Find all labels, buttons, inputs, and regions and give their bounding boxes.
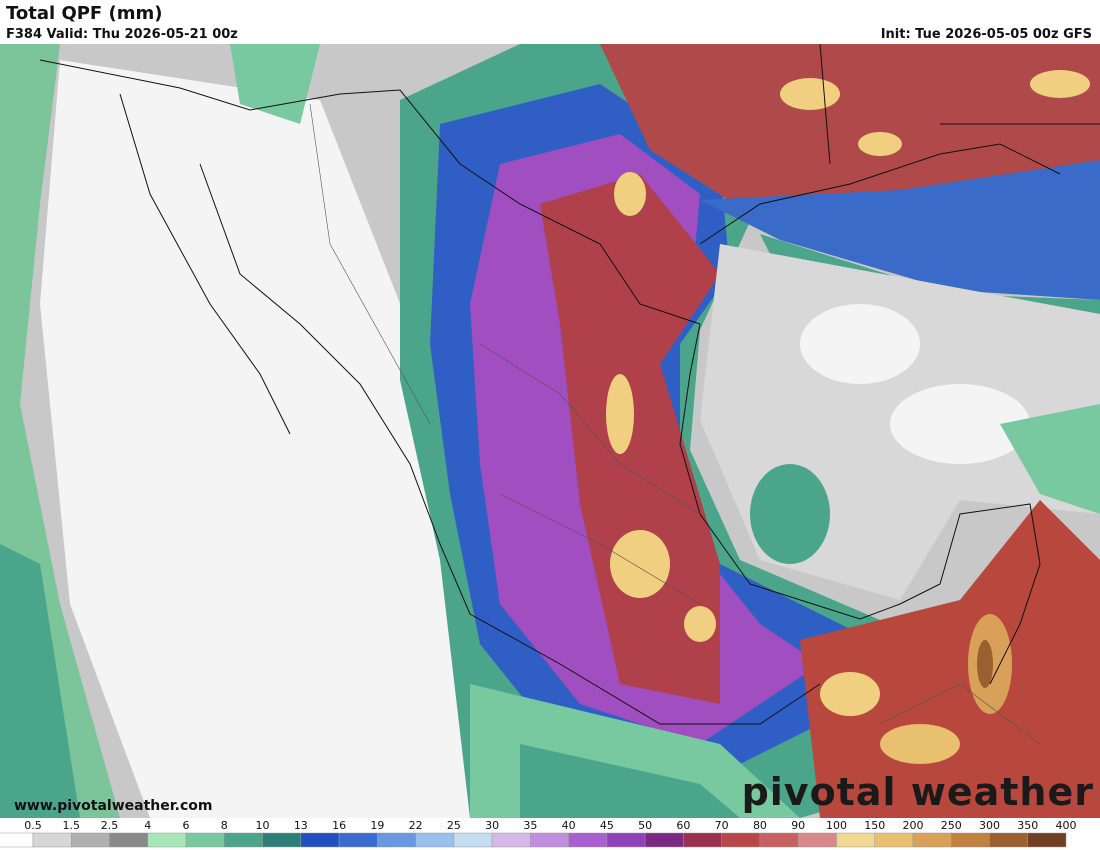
colorbar-label: 350 — [1017, 819, 1038, 832]
valid-time: F384 Valid: Thu 2026-05-21 00z — [6, 27, 238, 42]
colorbar-swatch — [0, 832, 34, 848]
colorbar-label: 30 — [485, 819, 499, 832]
colorbar-swatch — [530, 832, 569, 848]
colorbar-swatch — [950, 832, 990, 848]
colorbar-swatch — [491, 832, 531, 848]
colorbar-label: 50 — [638, 819, 652, 832]
colorbar-label: 2.5 — [101, 819, 119, 832]
colorbar-label: 13 — [294, 819, 308, 832]
colorbar-swatch — [836, 832, 875, 848]
colorbar-swatch — [644, 832, 684, 848]
site-url: www.pivotalweather.com — [14, 798, 213, 814]
colorbar-label: 80 — [753, 819, 767, 832]
colorbar-label: 25 — [447, 819, 461, 832]
colorbar-swatch — [683, 832, 722, 848]
colorbar-label: 22 — [409, 819, 423, 832]
colorbar-swatch — [759, 832, 799, 848]
colorbar-label: 60 — [676, 819, 690, 832]
colorbar-label: 150 — [864, 819, 885, 832]
map — [0, 44, 1100, 818]
colorbar-swatch — [109, 832, 149, 848]
colorbar-label: 250 — [941, 819, 962, 832]
colorbar-swatch — [262, 832, 302, 848]
colorbar-label: 70 — [715, 819, 729, 832]
colorbar-label: 8 — [221, 819, 228, 832]
colorbar-label: 1.5 — [63, 819, 81, 832]
colorbar-label: 0.5 — [24, 819, 42, 832]
colorbar-swatch — [606, 832, 646, 848]
colorbar-swatch — [415, 832, 455, 848]
colorbar-swatch — [32, 832, 72, 848]
colorbar-swatch — [147, 832, 187, 848]
colorbar-label: 300 — [979, 819, 1000, 832]
colorbar-label: 200 — [902, 819, 923, 832]
colorbar-label: 400 — [1056, 819, 1077, 832]
colorbar-label: 90 — [791, 819, 805, 832]
colorbar-label: 4 — [144, 819, 151, 832]
colorbar-swatch — [185, 832, 225, 848]
colorbar-swatch — [568, 832, 608, 848]
colorbar-label: 10 — [256, 819, 270, 832]
colorbar-label: 45 — [600, 819, 614, 832]
colorbar-swatch — [71, 832, 110, 848]
colorbar-label: 100 — [826, 819, 847, 832]
colorbar-label: 35 — [523, 819, 537, 832]
colorbar-label: 6 — [183, 819, 190, 832]
colorbar-swatch — [797, 832, 837, 848]
colorbar-label: 19 — [370, 819, 384, 832]
title: Total QPF (mm) — [6, 3, 163, 24]
colorbar-label: 16 — [332, 819, 346, 832]
colorbar-swatch — [377, 832, 416, 848]
colorbar-swatch — [300, 832, 340, 848]
colorbar-swatch — [453, 832, 493, 848]
init-time: Init: Tue 2026-05-05 00z GFS — [880, 27, 1092, 42]
colorbar-swatch — [874, 832, 914, 848]
colorbar-swatch — [721, 832, 761, 848]
colorbar-swatch — [224, 832, 263, 848]
colorbar-swatch — [338, 832, 378, 848]
colorbar-swatch — [912, 832, 952, 848]
brand: pivotal weather — [741, 770, 1094, 814]
colorbar-label: 40 — [562, 819, 576, 832]
colorbar: 0.5 1.5 2.5 4 6 8 10 13 16 19 22 25 30 35 40 45 50 60 70 80… — [0, 818, 1100, 850]
colorbar-swatch — [1027, 832, 1067, 848]
colorbar-swatch — [989, 832, 1029, 848]
